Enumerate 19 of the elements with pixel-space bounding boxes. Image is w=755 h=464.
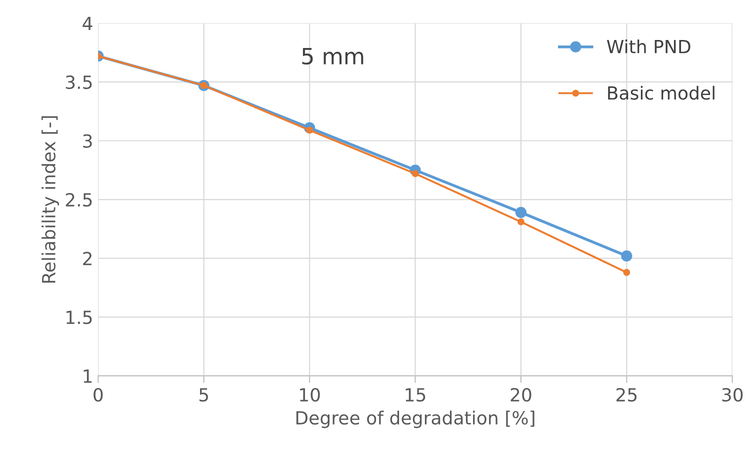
x-axis-title: Degree of degradation [%] xyxy=(296,410,534,428)
y-tick-label: 2.5 xyxy=(66,192,92,207)
y-tick-label: 3 xyxy=(83,134,92,148)
y-tick-label: 2 xyxy=(83,252,92,266)
legend-label: With PND xyxy=(606,39,690,54)
x-tick-label: 25 xyxy=(616,388,637,402)
x-tick-label: 15 xyxy=(406,388,426,402)
y-tick-label: 4 xyxy=(82,16,92,30)
text: 5 mm xyxy=(302,48,364,65)
x-tick-label: 10 xyxy=(300,388,320,402)
y-tick-label: 1 xyxy=(84,370,92,383)
x-tick-label: 20 xyxy=(510,388,532,402)
y-tick-label: 1.5 xyxy=(66,310,92,324)
y-axis-title: Reliability index [-] xyxy=(42,116,60,283)
x-tick-label: 5 xyxy=(200,388,208,402)
y-tick-label: 3.5 xyxy=(66,75,92,90)
x-tick-label: 30 xyxy=(722,388,743,402)
x-tick-label: 0 xyxy=(94,388,103,402)
legend-label: Basic model xyxy=(608,86,714,100)
